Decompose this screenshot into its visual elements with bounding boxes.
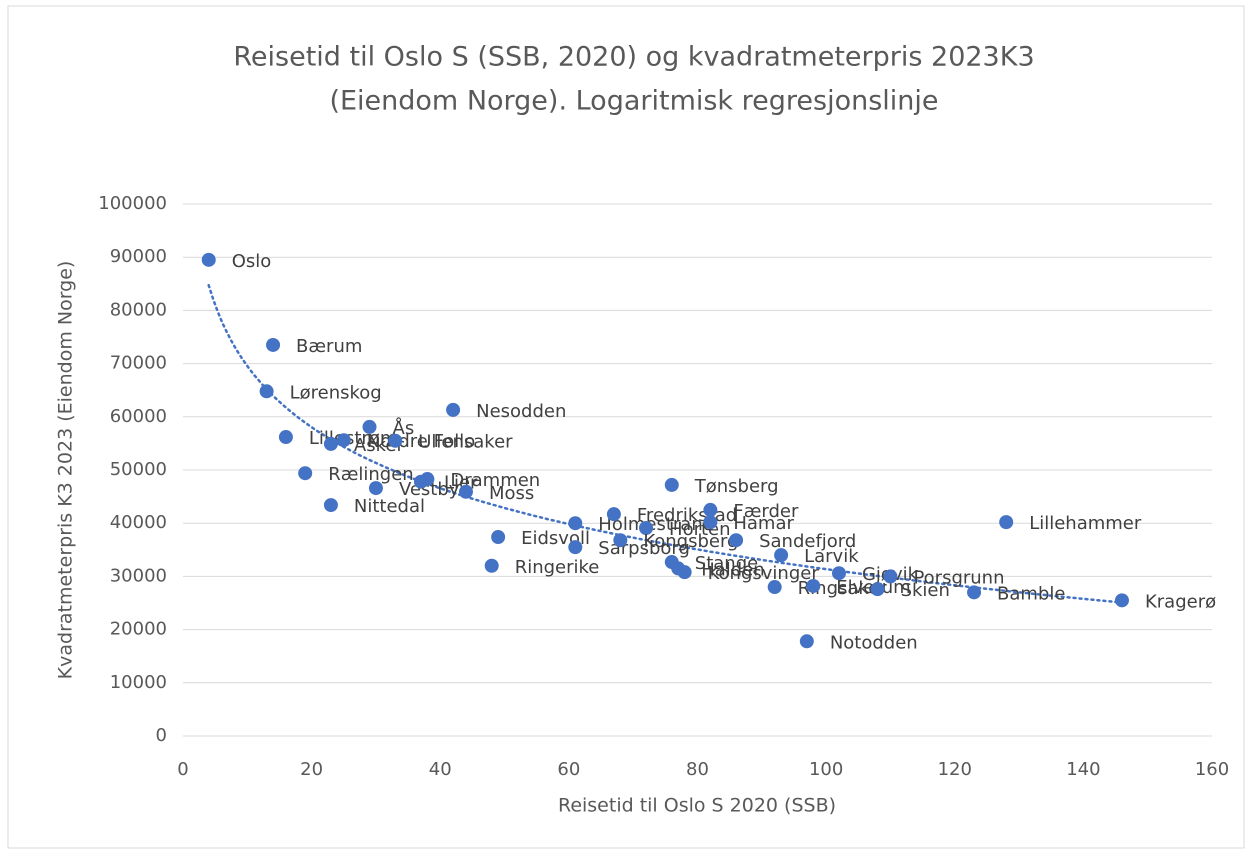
point-label: Porsgrunn [913, 567, 1004, 588]
point-label: Notodden [830, 632, 918, 653]
point-label: Ringerike [515, 557, 600, 578]
point-label: Ringsaker [798, 578, 888, 599]
data-point [323, 498, 338, 513]
point-label: Færder [733, 501, 799, 522]
data-point [729, 533, 744, 548]
point-label: Hamar [733, 513, 794, 534]
point-label: Oslo [232, 251, 272, 272]
trendline [207, 283, 1124, 604]
x-tick-label: 100 [809, 759, 843, 780]
y-tick-label: 30000 [110, 565, 167, 586]
point-label: Tønsberg [694, 476, 779, 497]
data-point [298, 466, 313, 481]
point-label: Vestby [399, 479, 460, 500]
data-point [883, 569, 898, 584]
chart-frame [7, 5, 1245, 849]
data-point [266, 337, 281, 352]
y-tick-label: 10000 [110, 672, 167, 693]
data-point [806, 578, 821, 593]
data-point [1114, 593, 1129, 608]
point-label: Kragerø [1145, 591, 1216, 612]
x-tick-label: 80 [686, 759, 709, 780]
data-point [703, 515, 718, 530]
data-point [201, 252, 216, 267]
data-point [323, 436, 338, 451]
point-label: Kongsberg [643, 531, 738, 552]
point-label: Bamble [997, 583, 1065, 604]
data-point [420, 472, 435, 487]
point-label: Lørenskog [290, 382, 382, 403]
data-point [388, 433, 403, 448]
point-label: Nesodden [476, 401, 566, 422]
y-tick-label: 40000 [110, 512, 167, 533]
point-label: Stange [695, 553, 758, 574]
data-point [613, 533, 628, 548]
y-tick-label: 60000 [110, 406, 167, 427]
x-tick-label: 0 [177, 759, 188, 780]
data-point [999, 515, 1014, 530]
y-tick-label: 0 [156, 725, 167, 746]
point-label: Larvik [804, 546, 859, 567]
point-label: Rælingen [328, 464, 414, 485]
point-label: Drammen [450, 470, 540, 491]
data-point [664, 477, 679, 492]
data-point [368, 481, 383, 496]
x-tick-label: 120 [938, 759, 972, 780]
point-label: Sandefjord [759, 531, 856, 552]
data-point [259, 384, 274, 399]
y-tick-label: 70000 [110, 353, 167, 374]
data-point [606, 507, 621, 522]
data-point [491, 530, 506, 545]
chart-title: Reisetid til Oslo S (SSB, 2020) og kvadr… [233, 42, 1034, 73]
data-point [831, 566, 846, 581]
x-tick-label: 20 [300, 759, 323, 780]
data-point [639, 520, 654, 535]
data-point [967, 585, 982, 600]
x-axis-label: Reisetid til Oslo S 2020 (SSB) [558, 795, 836, 817]
data-point [484, 558, 499, 573]
x-tick-label: 140 [1066, 759, 1100, 780]
point-label: Skien [901, 580, 950, 601]
point-label: Moss [489, 483, 534, 504]
data-point [703, 502, 718, 517]
data-point [870, 582, 885, 597]
point-label: Bærum [296, 336, 362, 357]
data-point [568, 516, 583, 531]
point-label: Lillehammer [1029, 513, 1142, 534]
x-tick-label: 160 [1195, 759, 1229, 780]
data-point [458, 484, 473, 499]
data-point [278, 430, 293, 445]
data-point [336, 433, 351, 448]
y-axis-label: Kvadratmeterpris K3 2023 (Eiendom Norge) [55, 261, 77, 680]
data-point [362, 419, 377, 434]
point-label: Kongsvinger [708, 563, 820, 584]
y-tick-label: 50000 [110, 459, 167, 480]
data-point [446, 402, 461, 417]
data-point [799, 634, 814, 649]
point-label: Ås [393, 417, 415, 439]
y-tick-label: 90000 [110, 246, 167, 267]
y-tick-label: 20000 [110, 619, 167, 640]
point-label: Holmestrand [598, 514, 714, 535]
data-point [677, 565, 692, 580]
x-tick-label: 60 [557, 759, 580, 780]
point-label: Ullensaker [418, 432, 513, 453]
y-tick-label: 100000 [98, 193, 167, 214]
data-point [568, 540, 583, 555]
chart-title: (Eiendom Norge). Logaritmisk regresjonsl… [329, 86, 938, 117]
x-tick-label: 40 [429, 759, 452, 780]
y-tick-label: 80000 [110, 299, 167, 320]
point-label: Halden [701, 559, 764, 580]
point-label: Nittedal [354, 496, 425, 517]
data-point [774, 548, 789, 563]
data-point [767, 580, 782, 595]
